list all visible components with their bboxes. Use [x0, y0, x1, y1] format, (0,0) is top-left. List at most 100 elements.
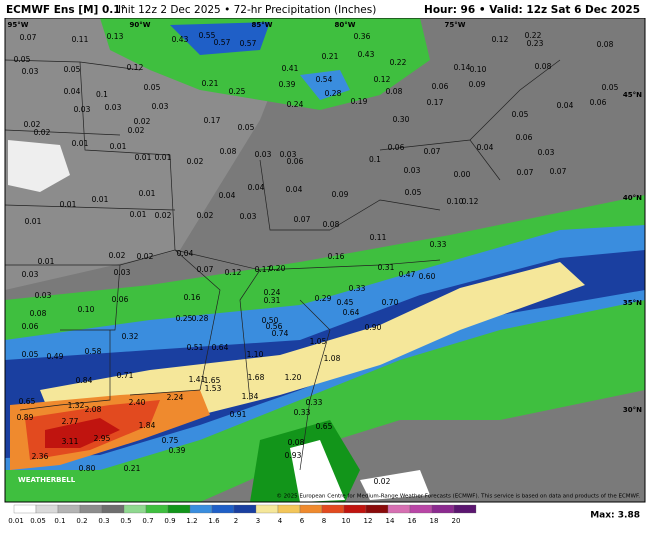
- station-value: 1.10: [247, 350, 264, 359]
- legend-swatch: [145, 504, 169, 514]
- station-value: 0.45: [337, 298, 354, 307]
- station-value: 1.05: [310, 337, 327, 346]
- station-value: 1.65: [204, 376, 221, 385]
- station-value: 0.23: [527, 39, 544, 48]
- station-value: 0.03: [152, 102, 169, 111]
- station-value: 1.53: [205, 384, 222, 393]
- station-value: 1.84: [139, 421, 156, 430]
- longitude-label: 80°W: [335, 21, 356, 29]
- station-value: 0.11: [72, 35, 89, 44]
- station-value: 0.91: [230, 410, 247, 419]
- station-value: 0.41: [282, 64, 299, 73]
- station-value: 1.32: [68, 401, 85, 410]
- station-value: 0.75: [162, 436, 179, 445]
- station-value: 0.08: [386, 87, 403, 96]
- station-value: 0.03: [35, 291, 52, 300]
- station-value: 0.01: [60, 200, 77, 209]
- station-value: 0.02: [137, 252, 154, 261]
- legend-label: 18: [430, 517, 439, 525]
- station-value: 0.57: [214, 38, 231, 47]
- station-value: 0.12: [462, 197, 479, 206]
- station-value: 0.03: [22, 270, 39, 279]
- station-value: 0.03: [404, 166, 421, 175]
- station-value: 0.05: [14, 55, 31, 64]
- station-value: 0.57: [240, 39, 257, 48]
- legend-label: 16: [408, 517, 417, 525]
- station-value: 0.04: [64, 87, 81, 96]
- station-value: 0.60: [419, 272, 436, 281]
- legend-label: 1.6: [208, 517, 220, 525]
- legend-label: 0.2: [76, 517, 87, 525]
- station-value: 0.19: [351, 97, 368, 106]
- station-value: 0.28: [325, 89, 342, 98]
- station-value: 0.05: [405, 188, 422, 197]
- station-value: 1.68: [248, 373, 265, 382]
- station-value: 0.06: [112, 295, 129, 304]
- station-value: 0.01: [155, 153, 172, 162]
- station-value: 0.43: [358, 50, 375, 59]
- station-value: 0.17: [427, 98, 444, 107]
- station-value: 0.80: [79, 464, 96, 473]
- legend-swatch: [343, 504, 367, 514]
- header-bar: [0, 0, 650, 18]
- station-value: 0.07: [294, 215, 311, 224]
- station-value: 0.07: [197, 265, 214, 274]
- station-value: 0.01: [139, 189, 156, 198]
- station-value: 0.01: [135, 153, 152, 162]
- legend-swatch: [79, 504, 103, 514]
- station-value: 0.08: [535, 62, 552, 71]
- max-value: Max: 3.88: [590, 511, 640, 521]
- station-value: 0.04: [248, 183, 265, 192]
- station-value: 0.10: [470, 65, 487, 74]
- station-value: 0.07: [550, 167, 567, 176]
- legend-label: 0.1: [54, 517, 65, 525]
- model-name: ECMWF Ens [M] 0.1°: [6, 4, 126, 16]
- station-value: 0.24: [264, 288, 281, 297]
- station-value: 2.95: [94, 434, 111, 443]
- station-value: 0.39: [279, 80, 296, 89]
- station-value: 0.04: [219, 191, 236, 200]
- legend-label: 12: [364, 517, 373, 525]
- station-value: 0.03: [280, 150, 297, 159]
- station-value: 0.16: [184, 293, 201, 302]
- station-value: 0.20: [269, 264, 286, 273]
- legend-label: 2: [234, 517, 238, 525]
- legend-label: 0.7: [142, 517, 153, 525]
- station-value: 0.12: [374, 75, 391, 84]
- station-value: 0.05: [144, 83, 161, 92]
- station-value: 2.36: [32, 452, 49, 461]
- station-value: 0.07: [20, 33, 37, 42]
- station-value: 0.16: [328, 252, 345, 261]
- station-value: 0.03: [105, 103, 122, 112]
- station-value: 0.58: [85, 347, 102, 356]
- station-value: 0.21: [124, 464, 141, 473]
- station-value: 0.10: [78, 305, 95, 314]
- station-value: 0.64: [343, 308, 360, 317]
- legend-label: 0.05: [30, 517, 46, 525]
- station-value: 0.08: [30, 309, 47, 318]
- station-value: 0.56: [266, 322, 283, 331]
- legend-label: 20: [452, 517, 461, 525]
- station-value: 0.54: [316, 75, 333, 84]
- station-value: 0.09: [332, 190, 349, 199]
- station-value: 0.08: [323, 220, 340, 229]
- legend-label: 0.01: [8, 517, 24, 525]
- station-value: 1.20: [285, 373, 302, 382]
- station-value: 0.33: [294, 408, 311, 417]
- longitude-label: 95°W: [8, 21, 29, 29]
- legend-swatch: [13, 504, 37, 514]
- latitude-label: 35°N: [623, 299, 642, 307]
- legend-swatch: [321, 504, 345, 514]
- station-value: 0.33: [306, 398, 323, 407]
- station-value: 0.04: [286, 185, 303, 194]
- latitude-label: 45°N: [623, 91, 642, 99]
- logo: WEATHERBELL: [18, 476, 76, 484]
- station-value: 0.93: [285, 451, 302, 460]
- station-value: 0.06: [516, 133, 533, 142]
- station-value: 0.25: [229, 87, 246, 96]
- station-value: 0.65: [19, 397, 36, 406]
- legend-label: 8: [322, 517, 326, 525]
- station-value: 0.06: [388, 143, 405, 152]
- credit: © 2025 European Centre for Medium-Range …: [276, 493, 640, 500]
